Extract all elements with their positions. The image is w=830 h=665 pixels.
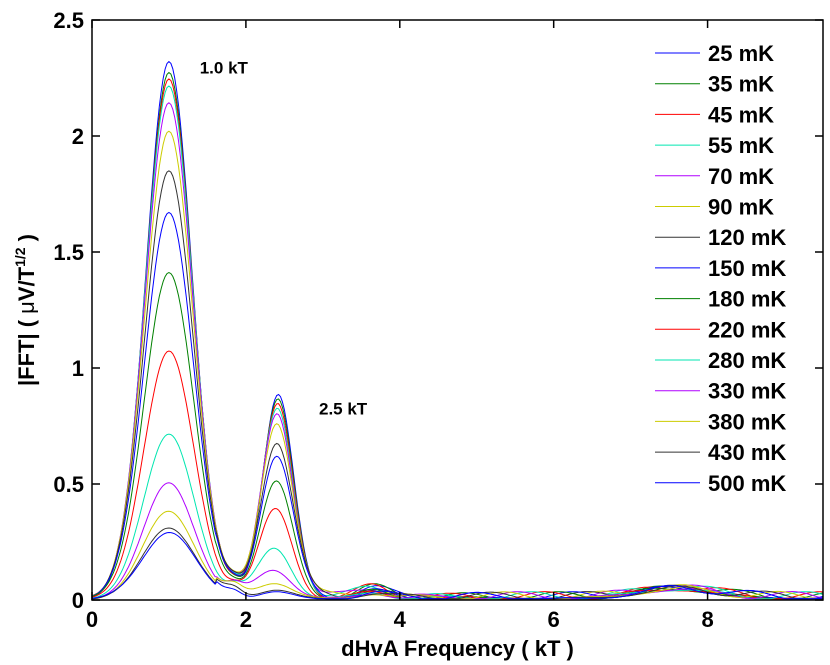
x-tick-label: 8: [701, 607, 713, 632]
plot-lines: [91, 60, 824, 600]
series-line: [91, 527, 823, 600]
legend-label: 220 mK: [708, 317, 786, 342]
annotations: 1.0 kT 2.5 kT: [200, 58, 368, 418]
legend-label: 330 mK: [708, 379, 786, 404]
legend-label: 280 mK: [708, 348, 786, 373]
plot-frame: [91, 19, 824, 601]
y-tick-label: 0: [72, 588, 84, 613]
x-axis-label: dHvA Frequency ( kT ): [341, 636, 574, 661]
legend-label: 380 mK: [708, 409, 786, 434]
legend-label: 180 mK: [708, 287, 786, 312]
series-line: [91, 510, 823, 600]
y-tick-label: 1.5: [53, 240, 84, 265]
x-tick-label: 4: [394, 607, 407, 632]
y-tick-label: 1: [72, 356, 84, 381]
y-tick-label: 0.5: [53, 472, 84, 497]
y-axis-label-mu: μ: [14, 301, 39, 314]
x-tick-label: 2: [240, 607, 252, 632]
y-axis-label-prefix: |FFT| (: [14, 314, 39, 386]
x-tick-label: 6: [548, 607, 560, 632]
legend-label: 55 mK: [708, 133, 774, 158]
series-line: [91, 531, 824, 600]
axis-ticks: 0 2 4 6 8 0 0.5 1 1.5 2 2.5: [53, 8, 823, 632]
series-line: [91, 482, 824, 600]
peak-annotation: 2.5 kT: [319, 399, 368, 418]
legend-label: 35 mK: [708, 72, 774, 97]
y-axis-label: |FFT| ( μV/T1/2 ): [12, 234, 39, 386]
y-axis-label-suffix: ): [14, 234, 39, 247]
legend-label: 120 mK: [708, 225, 786, 250]
legend-label: 430 mK: [708, 440, 786, 465]
x-tick-label: 0: [86, 607, 98, 632]
y-axis-label-unit: V/T: [14, 266, 39, 301]
legend-label: 150 mK: [708, 256, 786, 281]
y-tick-label: 2: [72, 124, 84, 149]
legend-label: 45 mK: [708, 102, 774, 127]
legend-label: 25 mK: [708, 41, 774, 66]
y-axis-label-sup: 1/2: [12, 247, 28, 267]
y-tick-label: 2.5: [53, 8, 84, 33]
peak-annotation: 1.0 kT: [200, 58, 249, 77]
legend-label: 500 mK: [708, 471, 786, 496]
legend-label: 90 mK: [708, 195, 774, 220]
legend: 25 mK 35 mK 45 mK 55 mK 70 mK 90 mK 120 mK 150 …: [655, 41, 786, 496]
legend-label: 70 mK: [708, 164, 774, 189]
